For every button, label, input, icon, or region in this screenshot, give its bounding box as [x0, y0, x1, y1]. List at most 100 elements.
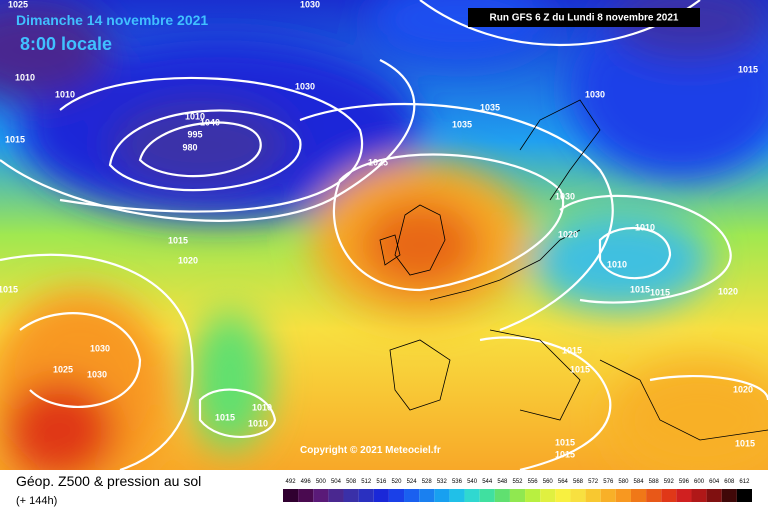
legend-label: 588 — [649, 479, 660, 485]
legend-swatch — [706, 489, 722, 502]
isobar-label: 1010 — [248, 418, 268, 428]
legend-swatch — [721, 489, 737, 502]
isobar-label: 1020 — [558, 229, 578, 239]
isobar-label: 1025 — [8, 0, 28, 9]
legend-swatch — [676, 489, 692, 502]
legend-swatch — [419, 489, 435, 502]
isobar-labels: 1025 103010101010101510301040101099598010… — [0, 0, 758, 459]
legend-swatch — [525, 489, 541, 502]
isobar-label: 1015 — [555, 449, 575, 459]
legend-swatch — [283, 489, 299, 502]
isobar-label: 1010 — [607, 259, 627, 269]
run-info: Run GFS 6 Z du Lundi 8 novembre 2021 — [490, 13, 679, 24]
legend-label: 536 — [452, 479, 463, 485]
isobar-label: 995 — [187, 129, 202, 139]
legend-label: 532 — [437, 479, 448, 485]
isobar-label: 1030 — [295, 81, 315, 91]
legend-label: 556 — [528, 479, 539, 485]
isobar-label: 1015 — [562, 345, 582, 355]
legend-label: 504 — [331, 479, 342, 485]
legend-label: 564 — [558, 479, 569, 485]
legend-swatch — [494, 489, 510, 502]
isobar-label: 1015 — [735, 438, 755, 448]
isobar-label: 1010 — [15, 72, 35, 82]
legend-label: 544 — [482, 479, 493, 485]
legend-label: 596 — [679, 479, 690, 485]
legend-label: 552 — [512, 479, 523, 485]
isobar-label: 1030 — [90, 343, 110, 353]
isobar-label: 1035 — [452, 119, 472, 129]
legend-label: 540 — [467, 479, 478, 485]
legend-swatch — [449, 489, 465, 502]
isobar-label: 1020 — [733, 384, 753, 394]
legend-label: 496 — [301, 479, 312, 485]
legend-swatch — [479, 489, 495, 502]
legend-swatch — [434, 489, 450, 502]
legend-label: 528 — [422, 479, 433, 485]
isobar-label: 1010 — [185, 111, 205, 121]
isobar-label: 1015 — [650, 287, 670, 297]
legend-label: 548 — [497, 479, 508, 485]
date: Dimanche 14 novembre 2021 — [16, 12, 208, 28]
legend-swatch — [661, 489, 677, 502]
isobar-label: 1030 — [585, 89, 605, 99]
isobar-label: 1015 — [630, 284, 650, 294]
isobar-label: 980 — [182, 142, 197, 152]
footer-lead: (+ 144h) — [16, 495, 57, 507]
legend-label: 600 — [694, 479, 705, 485]
legend-label: 608 — [724, 479, 735, 485]
isobar-label: 1010 — [252, 402, 272, 412]
isobar-label: 1015 — [555, 437, 575, 447]
isobar-label: 1010 — [55, 89, 75, 99]
isobar-label: 1015 — [215, 412, 235, 422]
legend-swatch — [646, 489, 662, 502]
coastlines — [379, 99, 768, 441]
legend: 492 496 500 504 508 512 516 520 524 528 532 536 540 5… — [283, 479, 752, 502]
legend-label: 572 — [588, 479, 599, 485]
isobar-label: 1015 — [168, 235, 188, 245]
legend-swatch — [540, 489, 556, 502]
isobar-label: 1025 — [53, 364, 73, 374]
legend-swatch — [388, 489, 405, 502]
isobar-label: 1015 — [738, 64, 758, 74]
legend-label: 512 — [361, 479, 372, 485]
legend-label: 560 — [543, 479, 554, 485]
legend-label: 520 — [391, 479, 402, 485]
legend-swatch — [373, 489, 389, 502]
legend-label: 584 — [634, 479, 645, 485]
isobar-label: 1015 — [5, 134, 25, 144]
copyright: Copyright © 2021 Meteociel.fr — [300, 445, 441, 456]
isobar-label: 1020 — [178, 255, 198, 265]
legend-label: 516 — [376, 479, 387, 485]
time: 8:00 locale — [20, 34, 112, 54]
legend-swatch — [313, 489, 329, 502]
legend-label: 580 — [618, 479, 629, 485]
legend-label: 612 — [739, 479, 750, 485]
run-box — [468, 8, 700, 27]
legend-swatch — [630, 489, 647, 502]
legend-label: 592 — [664, 479, 675, 485]
legend-swatch — [464, 489, 480, 502]
legend-swatch — [691, 489, 707, 502]
legend-label: 508 — [346, 479, 357, 485]
legend-swatch — [404, 489, 420, 502]
legend-label: 524 — [407, 479, 418, 485]
isobar-label: 1030 — [555, 191, 575, 201]
legend-swatch — [298, 489, 314, 502]
isobar-label: 1015 — [570, 364, 590, 374]
legend-label: 492 — [286, 479, 297, 485]
isobar-label: 1030 — [300, 0, 320, 9]
legend-swatch — [343, 489, 359, 502]
legend-swatch — [358, 489, 374, 502]
legend-swatch — [570, 489, 586, 502]
legend-swatch — [509, 489, 526, 502]
legend-swatch — [600, 489, 616, 502]
legend-swatch — [736, 489, 752, 502]
footer-title: Géop. Z500 & pression au sol — [16, 473, 201, 489]
isobar-label: 1025 — [368, 157, 388, 167]
legend-label: 568 — [573, 479, 584, 485]
legend-swatch — [555, 489, 571, 502]
isobar-label: 1035 — [480, 102, 500, 112]
